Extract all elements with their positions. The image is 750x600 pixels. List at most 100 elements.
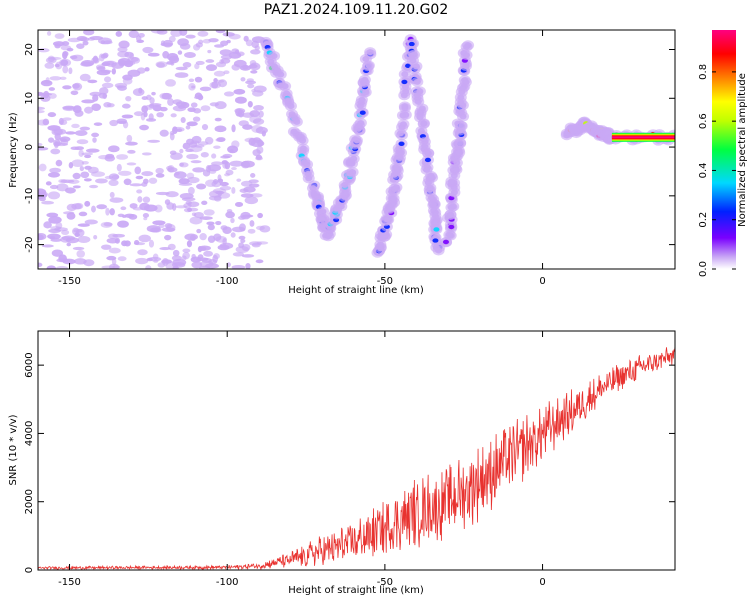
heatmap-cell — [124, 213, 135, 218]
heatmap-cell — [231, 124, 236, 133]
heatmap-cell — [414, 98, 422, 105]
heatmap-cell — [81, 99, 95, 104]
heatmap-cell — [225, 211, 235, 219]
heatmap-cell — [105, 207, 110, 216]
heatmap-cell — [152, 220, 166, 226]
heatmap-cell — [78, 211, 88, 217]
heatmap-cell — [213, 79, 225, 83]
heatmap-cell — [207, 49, 212, 54]
heatmap-cell — [236, 51, 245, 57]
heatmap-cell — [226, 262, 231, 268]
heatmap-cell — [177, 50, 183, 55]
heatmap-cell — [138, 234, 151, 243]
heatmap-cell — [117, 220, 129, 228]
heatmap-cell — [424, 150, 432, 157]
heatmap-cell — [148, 177, 158, 184]
heatmap-cell — [178, 105, 185, 109]
heatmap-cell — [174, 171, 180, 176]
heatmap-cell — [197, 94, 204, 101]
x-tick-label: -100 — [216, 276, 239, 287]
heatmap-cell — [201, 123, 209, 131]
heatmap-cell — [142, 46, 154, 54]
heatmap-cell — [121, 103, 131, 109]
heatmap-cell — [68, 67, 73, 75]
heatmap-frame — [37, 29, 676, 270]
heatmap-cell — [170, 30, 183, 37]
heatmap-cell — [58, 254, 67, 262]
y-tick-label: -20 — [24, 236, 35, 252]
heatmap-cell — [255, 259, 264, 264]
heatmap-cell — [73, 258, 87, 265]
heatmap-cell — [129, 203, 138, 209]
heatmap-cell — [447, 204, 455, 211]
heatmap-cell — [155, 191, 170, 196]
x-tick-label: -50 — [377, 577, 393, 588]
heatmap-cell — [402, 111, 410, 118]
heatmap-cell — [48, 87, 56, 91]
heatmap-cell — [55, 265, 69, 269]
heatmap-cell — [249, 220, 255, 227]
heatmap-cell — [95, 178, 108, 184]
heatmap-cell — [165, 79, 176, 87]
heatmap-cell — [202, 169, 211, 177]
heatmap-cell — [255, 156, 263, 161]
heatmap-cell — [145, 265, 152, 269]
heatmap-cell — [62, 106, 76, 112]
colorbar-tick-label: 0.4 — [698, 162, 709, 178]
heatmap-cell — [231, 265, 246, 269]
heatmap-cell — [256, 145, 264, 154]
heatmap-cell — [153, 105, 163, 112]
heatmap-cell — [47, 125, 61, 131]
heatmap-cell — [191, 212, 197, 217]
heatmap-cell — [62, 85, 72, 90]
heatmap-cell — [142, 196, 151, 203]
heatmap-cell — [141, 171, 154, 177]
heatmap-cell — [96, 204, 107, 210]
heatmap-cell — [357, 119, 365, 126]
heatmap-cell — [229, 160, 244, 167]
heatmap-cell — [165, 191, 179, 198]
heatmap-cell — [231, 187, 236, 194]
heatmap-cell — [100, 244, 112, 250]
heatmap-cell — [186, 176, 200, 184]
heatmap-cell — [166, 202, 175, 210]
y-tick-label: 2000 — [24, 489, 35, 514]
heatmap-cell — [38, 196, 46, 202]
heatmap-cell — [433, 227, 440, 232]
heatmap-cell — [177, 38, 189, 47]
x-tick-label: -150 — [58, 577, 81, 588]
heatmap-cell — [148, 239, 155, 248]
heatmap-cell — [214, 117, 222, 122]
heatmap-cell — [38, 163, 47, 172]
heatmap-cell — [72, 246, 85, 251]
heatmap-cell — [442, 239, 449, 245]
heatmap-cell — [252, 118, 265, 125]
heatmap-cell — [79, 126, 91, 131]
heatmap-cell — [108, 179, 119, 187]
heatmap-cell — [248, 64, 258, 69]
heatmap-cell — [48, 92, 57, 99]
heatmap-cell — [611, 136, 675, 139]
heatmap-cell — [185, 125, 191, 130]
heatmap-cell — [170, 113, 177, 118]
heatmap-cell — [305, 175, 313, 182]
y-tick-label: 0 — [24, 567, 35, 573]
heatmap-cell — [65, 131, 76, 135]
heatmap-cell — [245, 80, 257, 85]
heatmap-cell — [458, 122, 466, 129]
heatmap-cell — [202, 38, 212, 44]
heatmap-cell — [38, 234, 44, 241]
heatmap-cell — [188, 78, 195, 83]
heatmap-cell — [61, 41, 70, 46]
heatmap-cell — [91, 205, 96, 213]
heatmap-cell — [250, 70, 258, 74]
heatmap-cell — [135, 175, 144, 180]
heatmap-cell — [116, 118, 127, 124]
heatmap-cell — [117, 85, 127, 91]
heatmap-cell — [249, 193, 263, 198]
heatmap-cell — [93, 235, 98, 240]
heatmap-cell — [84, 165, 92, 170]
heatmap-cell — [125, 95, 132, 102]
heatmap-cell — [359, 110, 366, 115]
